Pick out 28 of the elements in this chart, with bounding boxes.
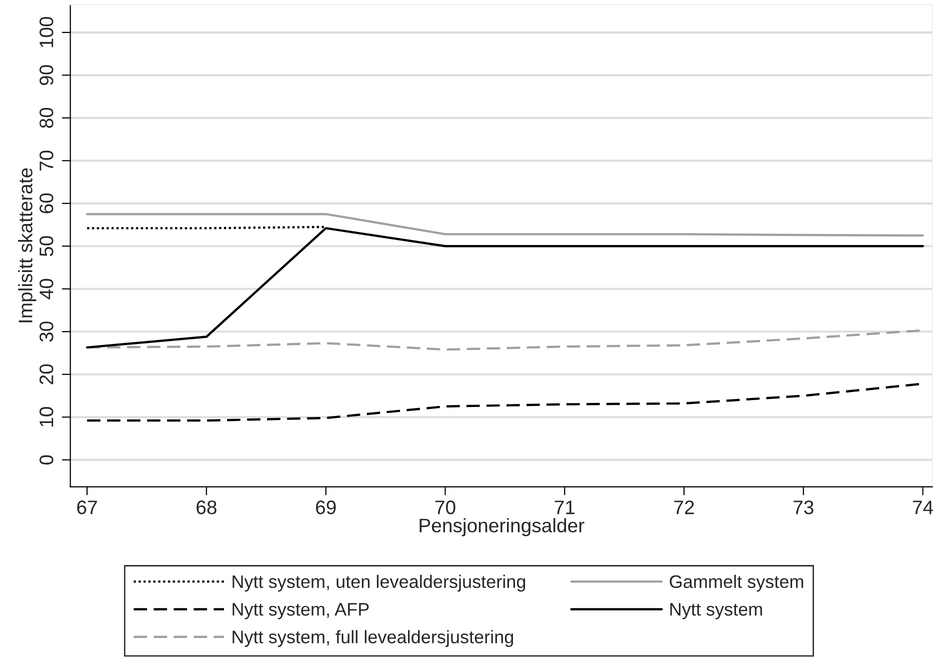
- y-tick-label: 10: [40, 407, 54, 426]
- x-tick-label: 69: [316, 500, 336, 514]
- y-tick-label: 40: [40, 278, 54, 300]
- line-series: [86, 212, 924, 237]
- y-tick-label: 90: [40, 65, 54, 86]
- x-tick-label: 71: [554, 500, 575, 514]
- y-tick-label: 100: [40, 16, 54, 48]
- y-axis-title: Implisitt skatterate: [18, 168, 36, 322]
- y-tick-label: 80: [40, 108, 54, 128]
- legend-label: Nytt system, uten levealdersjustering: [232, 574, 526, 592]
- x-tick-label: 73: [794, 500, 814, 514]
- legend-label: Gammelt system: [670, 574, 804, 592]
- line-series: [86, 227, 924, 349]
- y-tick-label: 70: [40, 150, 54, 170]
- y-tick-label: 60: [40, 193, 54, 214]
- legend-label: Nytt system, full levealdersjustering: [232, 630, 514, 647]
- legend-label: Nytt system, AFP: [232, 603, 369, 620]
- y-tick-label: 30: [40, 322, 54, 342]
- x-tick-label: 67: [77, 500, 97, 514]
- legend-label: Nytt system: [670, 603, 762, 620]
- x-tick-label: 74: [913, 500, 934, 514]
- y-tick-label: 20: [40, 364, 54, 384]
- y-tick-label: 50: [40, 236, 54, 256]
- x-tick-label: 70: [435, 500, 456, 514]
- x-tick-label: 72: [674, 500, 694, 514]
- y-tick-label: 0: [40, 455, 54, 464]
- x-axis-title: Pensjoneringsalder: [420, 518, 584, 536]
- x-tick-label: 68: [196, 500, 216, 514]
